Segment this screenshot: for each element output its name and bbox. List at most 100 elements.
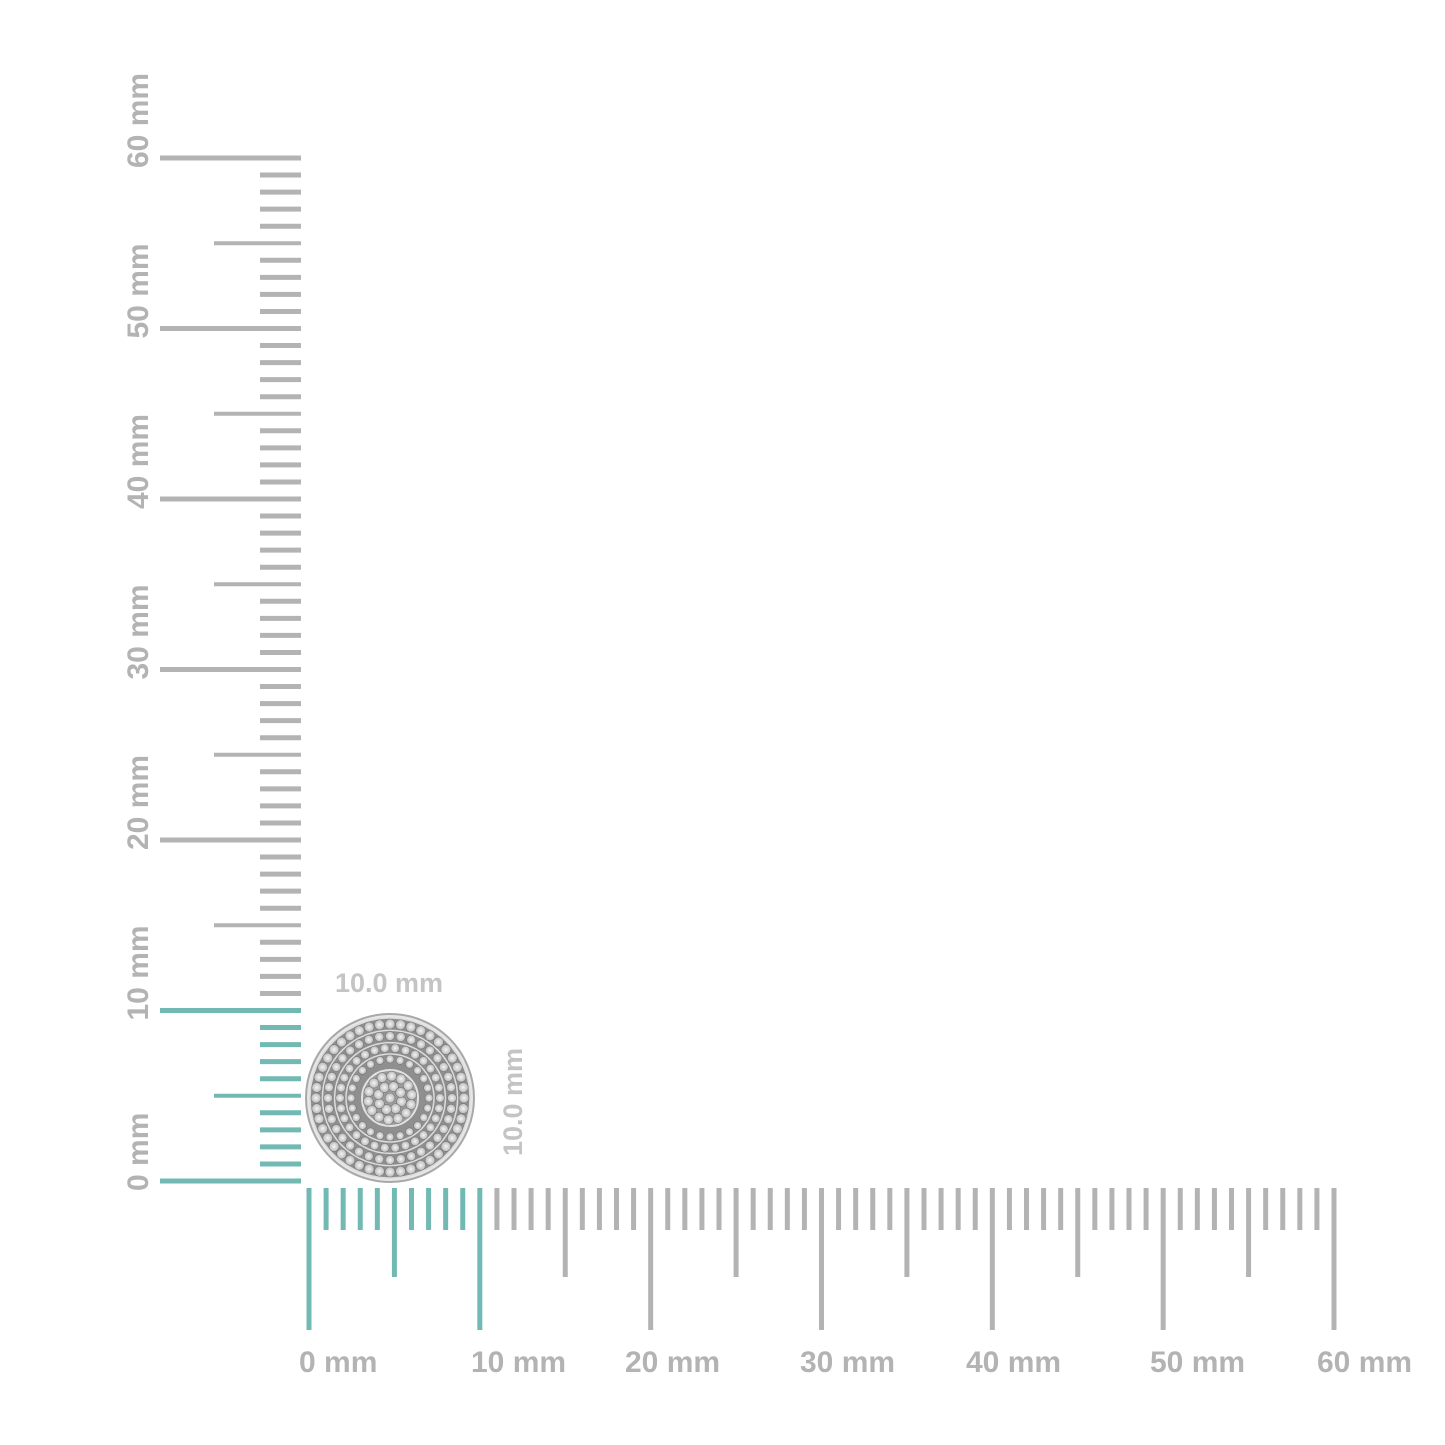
diamond: [424, 1045, 435, 1056]
horizontal-tick-label: 0 mm: [299, 1346, 377, 1379]
diamond: [380, 1143, 390, 1153]
diamond: [351, 1130, 362, 1140]
diamond: [313, 1071, 325, 1083]
diamond: [351, 1074, 361, 1083]
diamond: [360, 1136, 370, 1147]
diamond: [383, 1114, 394, 1126]
diamond: [354, 1146, 364, 1157]
diamond: [366, 1105, 378, 1116]
diamond: [339, 1113, 350, 1124]
diamond: [358, 1066, 367, 1075]
diamond: [324, 1103, 334, 1114]
vertical-tick-label: 50 mm: [122, 243, 155, 338]
diamond: [386, 1070, 397, 1082]
vertical-tick-label: 0 mm: [122, 1113, 155, 1191]
diamond: [416, 1039, 426, 1050]
diamond: [375, 1131, 385, 1140]
diamond: [376, 1072, 388, 1083]
diamond: [331, 1124, 342, 1134]
diamond: [328, 1141, 340, 1152]
diamond: [458, 1092, 470, 1104]
diamond: [346, 1093, 356, 1103]
diamond: [369, 1140, 380, 1151]
diamond: [446, 1103, 456, 1114]
diamond: [311, 1082, 323, 1093]
diamond: [363, 1034, 374, 1045]
diamond: [413, 1121, 422, 1130]
diamond: [415, 1025, 427, 1036]
diamond: [413, 1066, 422, 1075]
diamond: [455, 1071, 467, 1083]
vertical-tick-label: 30 mm: [122, 584, 155, 679]
diamond: [440, 1044, 452, 1055]
diamond: [344, 1063, 355, 1074]
diamond: [374, 1019, 385, 1031]
height-dimension-label: 10.0 mm: [498, 1048, 528, 1156]
diamond: [310, 1092, 322, 1104]
diamond: [402, 1080, 414, 1091]
diamond: [379, 1082, 390, 1093]
diamond: [432, 1053, 443, 1064]
diamond: [335, 1093, 345, 1103]
diamond: [337, 1132, 348, 1143]
diamond: [395, 1154, 406, 1164]
diamond: [405, 1059, 414, 1069]
diamond: [363, 1163, 375, 1175]
diamond: [390, 1143, 400, 1153]
diamond: [348, 1083, 357, 1093]
diamond: [336, 1148, 347, 1160]
diamond: [405, 1163, 417, 1175]
diamond: [400, 1140, 411, 1151]
diamond: [366, 1059, 375, 1069]
diamond: [395, 1019, 406, 1031]
diamond: [381, 1104, 392, 1115]
diamond: [418, 1056, 429, 1066]
diamond: [443, 1071, 454, 1082]
diamond: [425, 1122, 436, 1133]
diamond: [326, 1114, 337, 1125]
diamond: [366, 1127, 375, 1137]
diamond: [344, 1030, 356, 1042]
width-dimension-label: 10.0 mm: [335, 968, 443, 998]
diamond: [419, 1074, 429, 1083]
diamond: [339, 1072, 350, 1083]
diamond: [457, 1103, 469, 1114]
diamond: [405, 1127, 414, 1137]
diamond: [405, 1021, 417, 1033]
diamond: [384, 1166, 396, 1178]
diamond: [353, 1160, 365, 1171]
diamond: [373, 1111, 385, 1123]
diamond: [423, 1083, 432, 1093]
diamond: [452, 1061, 463, 1073]
diamond: [424, 1030, 436, 1042]
diamond: [384, 1018, 396, 1030]
diamond: [423, 1103, 432, 1113]
earring-image: [305, 1013, 475, 1183]
diamond: [354, 1039, 364, 1050]
diamond: [406, 1151, 417, 1162]
diamond: [374, 1032, 385, 1042]
diamond: [395, 1056, 405, 1065]
diamond: [336, 1036, 347, 1048]
diamond: [400, 1045, 411, 1056]
horizontal-ruler-labels: 0 mm 10 mm 20 mm 30 mm 40 mm 50 mm 60 mm: [299, 1346, 1412, 1379]
diamond: [336, 1082, 346, 1093]
diamond: [358, 1121, 367, 1130]
diamond: [443, 1114, 454, 1125]
horizontal-tick-label: 30 mm: [800, 1346, 895, 1379]
diamond: [374, 1154, 385, 1164]
diamond: [416, 1146, 426, 1157]
vertical-ruler-labels: 0 mm 10 mm 20 mm 30 mm 40 mm 50 mm 60 mm: [122, 73, 155, 1191]
diamond: [455, 1113, 467, 1125]
diamond: [323, 1093, 333, 1103]
diamond: [395, 1087, 406, 1098]
diamond: [395, 1073, 407, 1085]
diamond: [424, 1093, 434, 1103]
diamond: [313, 1113, 325, 1125]
diamond: [425, 1063, 436, 1074]
vertical-tick-label: 40 mm: [122, 414, 155, 509]
diamond: [385, 1031, 395, 1041]
diamond: [351, 1113, 361, 1122]
vertical-tick-label: 20 mm: [122, 755, 155, 850]
